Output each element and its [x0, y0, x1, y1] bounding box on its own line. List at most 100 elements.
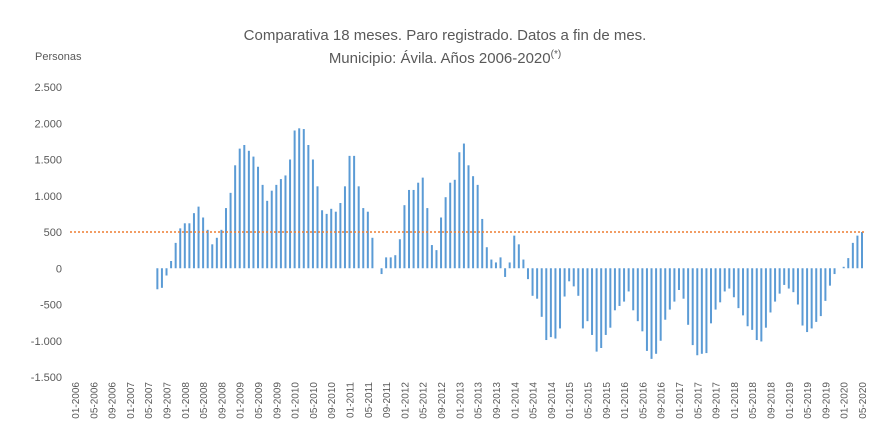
x-tick-label: 09-2006: [108, 382, 119, 419]
bar: [458, 152, 461, 269]
x-tick-label: 01-2006: [71, 382, 82, 419]
bar: [714, 268, 717, 310]
x-tick-label: 05-2007: [144, 382, 155, 419]
bar: [559, 268, 562, 329]
bar: [774, 268, 777, 302]
bar: [211, 244, 214, 269]
bar: [632, 268, 635, 311]
x-tick-label: 05-2020: [858, 382, 869, 419]
bar: [408, 189, 411, 269]
bar: [389, 257, 392, 269]
x-tick-label: 01-2010: [291, 382, 302, 419]
bar: [568, 268, 571, 282]
bar: [289, 159, 292, 269]
x-tick-label: 09-2019: [821, 382, 832, 419]
bar: [302, 129, 305, 269]
bar: [623, 268, 626, 302]
x-tick-label: 09-2012: [437, 382, 448, 419]
bar: [710, 268, 713, 324]
subtitle-note: (*): [551, 49, 562, 60]
bar: [810, 268, 813, 329]
bar: [257, 166, 260, 269]
bar: [252, 156, 255, 269]
bar: [796, 268, 799, 305]
bar: [673, 268, 676, 302]
bar: [334, 211, 337, 269]
bar: [238, 148, 241, 269]
bar: [737, 268, 740, 309]
bar: [430, 245, 433, 269]
y-tick-label: -1.000: [31, 336, 62, 348]
bar: [243, 145, 246, 269]
bar: [700, 268, 703, 354]
bar: [687, 268, 690, 325]
x-tick-label: 01-2019: [785, 382, 796, 419]
x-tick-label: 09-2007: [163, 382, 174, 419]
x-tick-label: 09-2010: [327, 382, 338, 419]
bar: [609, 268, 612, 328]
bar: [545, 268, 548, 341]
bar: [394, 255, 397, 269]
bar: [549, 268, 552, 338]
bar: [586, 268, 589, 322]
bar: [188, 223, 191, 269]
bar: [604, 268, 607, 335]
x-tick-label: 09-2017: [712, 382, 723, 419]
bar: [526, 268, 529, 280]
bar: [682, 268, 685, 299]
bar: [279, 179, 282, 269]
bar: [861, 232, 863, 269]
bar: [819, 268, 822, 317]
bar: [705, 268, 708, 354]
bar: [385, 257, 388, 269]
bar: [366, 211, 369, 269]
bar: [554, 268, 557, 339]
bar: [691, 268, 694, 346]
bar: [481, 218, 484, 269]
y-tick-label: 500: [44, 227, 62, 239]
x-tick-label: 09-2015: [602, 382, 613, 419]
bar: [696, 268, 699, 356]
bar: [380, 268, 383, 275]
bar: [266, 200, 269, 269]
bar: [353, 155, 356, 269]
bar: [764, 268, 767, 328]
bar: [641, 268, 644, 332]
x-tick-label: 05-2018: [748, 382, 759, 419]
bar: [778, 268, 781, 294]
x-tick-label: 09-2014: [547, 382, 558, 419]
y-tick-label: 1.000: [34, 191, 62, 203]
bar: [270, 190, 273, 269]
bar: [444, 197, 447, 269]
y-axis-label: Personas: [35, 51, 82, 63]
bar: [842, 266, 845, 269]
bar: [851, 242, 854, 269]
x-tick-label: 09-2008: [217, 382, 228, 419]
bar: [824, 268, 827, 301]
bar: [234, 165, 237, 269]
bar: [325, 213, 328, 269]
chart-title: Comparativa 18 meses. Paro registrado. D…: [244, 27, 647, 44]
x-tick-label: 01-2013: [455, 382, 466, 419]
subtitle-text: Municipio: Ávila. Años 2006-2020: [329, 50, 551, 67]
bar: [755, 268, 758, 341]
bar: [536, 268, 539, 299]
bar: [435, 250, 438, 269]
bar: [815, 268, 818, 322]
bar: [330, 208, 333, 269]
bar: [202, 217, 205, 269]
bar: [321, 210, 324, 269]
bar: [581, 268, 584, 329]
x-tick-label: 01-2009: [236, 382, 247, 419]
bar: [746, 268, 749, 327]
x-tick-label: 01-2012: [400, 382, 411, 419]
bar: [472, 176, 475, 269]
x-tick-label: 05-2012: [419, 382, 430, 419]
x-tick-label: 01-2011: [346, 382, 357, 418]
bar: [563, 268, 566, 297]
bar: [343, 186, 346, 269]
x-tick-label: 05-2009: [254, 382, 265, 419]
bar: [412, 189, 415, 269]
bar: [398, 239, 401, 269]
